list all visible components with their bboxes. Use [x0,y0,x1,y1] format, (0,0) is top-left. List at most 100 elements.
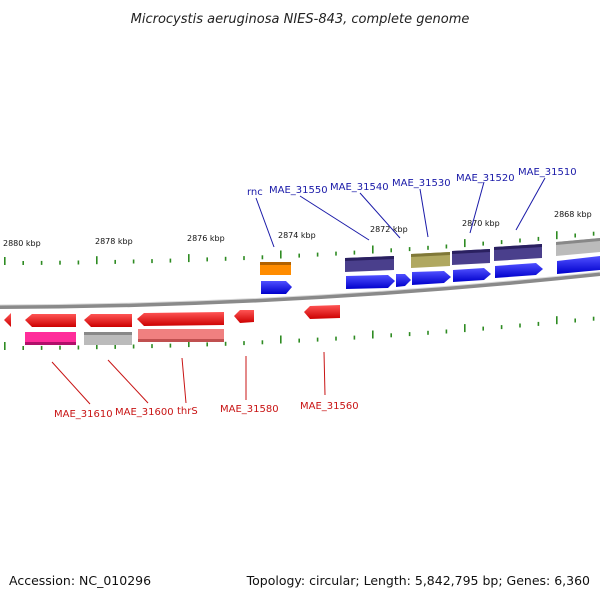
minor-tick [408,247,411,252]
minor-tick [427,245,429,250]
cog-bar-mae31600[interactable] [84,332,132,345]
label-thrs[interactable]: thrS [177,406,198,417]
map-title: Microcystis aeruginosa NIES-843, complet… [131,12,470,27]
minor-tick [77,260,80,265]
gene-mae31560[interactable] [304,305,340,319]
gene-mae31600[interactable] [84,314,132,327]
top-gene-labels: rnc MAE_31550 MAE_31540 MAE_31530 MAE_31… [247,167,577,198]
minor-tick [335,336,337,341]
cog-bar-mae31510-edge [494,244,542,250]
minor-tick [316,252,319,257]
minor-tick [592,316,595,321]
leader-mae31540 [359,192,401,239]
tick-label-2868: 2868 kbp [554,210,592,219]
gene-mae31580[interactable] [234,310,254,323]
cog-bars-lower [25,329,224,345]
forward-genes [261,256,600,294]
minor-tick [408,332,411,337]
label-mae31580[interactable]: MAE_31580 [220,404,279,415]
cog-bar-thrs[interactable] [138,329,224,342]
label-mae31600[interactable]: MAE_31600 [115,407,174,418]
cog-bar-mae31550-edge [345,256,394,261]
minor-tick [261,340,264,345]
cog-bar-next-edge [556,238,600,245]
minor-tick [169,258,172,263]
genome-backbone-highlight [0,271,600,306]
gene-mae31520[interactable] [453,268,491,282]
cog-bar-mae31600-edge [84,332,132,335]
minor-tick [40,345,43,350]
genome-backbone [0,272,600,309]
leader-mae31530 [419,188,429,238]
label-rnc[interactable]: rnc [247,187,263,198]
label-mae31510[interactable]: MAE_31510 [518,167,577,178]
minor-tick [132,259,135,264]
minor-tick [445,329,448,334]
cog-bar-rnc-edge [260,262,291,265]
minor-tick [335,251,337,256]
cog-bar-rnc[interactable] [260,262,291,275]
minor-tick [519,238,521,243]
minor-tick [298,338,300,343]
major-tick [372,330,374,339]
minor-tick [537,236,540,241]
minor-tick [224,341,227,346]
upper-ticks [4,231,595,265]
minor-tick [353,335,356,340]
minor-tick [500,325,503,330]
leader-mae31560 [323,351,326,396]
gene-mae31610[interactable] [25,314,76,327]
minor-tick [353,250,356,255]
minor-tick [151,259,153,264]
label-mae31610[interactable]: MAE_31610 [54,409,113,420]
leader-rnc [255,197,275,248]
leader-mae31550 [299,195,370,241]
cog-bar-mae31520-edge [452,249,490,254]
tick-label-2874: 2874 kbp [278,231,316,240]
label-mae31520[interactable]: MAE_31520 [456,173,515,184]
major-tick [464,324,466,333]
minor-tick [316,337,319,342]
label-mae31550[interactable]: MAE_31550 [269,185,328,196]
leader-mae31610 [51,361,91,405]
label-mae31540[interactable]: MAE_31540 [330,182,389,193]
tick-label-2880: 2880 kbp [3,239,41,248]
major-tick [464,239,466,248]
major-tick [280,335,282,344]
minor-tick [482,326,484,331]
gene-mae31530[interactable] [412,271,451,285]
gene-mae31510[interactable] [495,263,543,278]
tick-label-2878: 2878 kbp [95,237,133,246]
minor-tick [243,341,245,346]
gene-thrs[interactable] [137,312,224,326]
gene-next-forward[interactable] [557,256,600,274]
major-tick [96,341,98,350]
minor-tick [482,241,484,246]
minor-tick [390,248,392,253]
minor-tick [22,261,24,265]
minor-tick [206,342,208,347]
minor-tick [114,259,116,264]
major-tick [4,342,6,350]
gene-mae31550[interactable] [346,275,395,289]
major-tick [556,316,558,325]
gene-rnc[interactable] [261,281,292,294]
tick-label-2872: 2872 kbp [370,225,408,234]
minor-tick [574,233,576,238]
label-mae31560[interactable]: MAE_31560 [300,401,359,412]
minor-tick [390,333,392,338]
gene-prev-reverse[interactable] [4,313,11,327]
label-mae31530[interactable]: MAE_31530 [392,178,451,189]
genome-summary-text: Topology: circular; Length: 5,842,795 bp… [246,573,590,588]
minor-tick [445,244,448,249]
top-leader-lines [255,177,546,248]
minor-tick [40,260,43,265]
tick-label-2870: 2870 kbp [462,219,500,228]
minor-tick [574,318,576,323]
major-tick [96,256,98,265]
gene-mae31540[interactable] [396,274,411,287]
minor-tick [519,323,521,328]
cog-bar-mae31610[interactable] [25,332,76,345]
lower-ticks [4,316,595,350]
